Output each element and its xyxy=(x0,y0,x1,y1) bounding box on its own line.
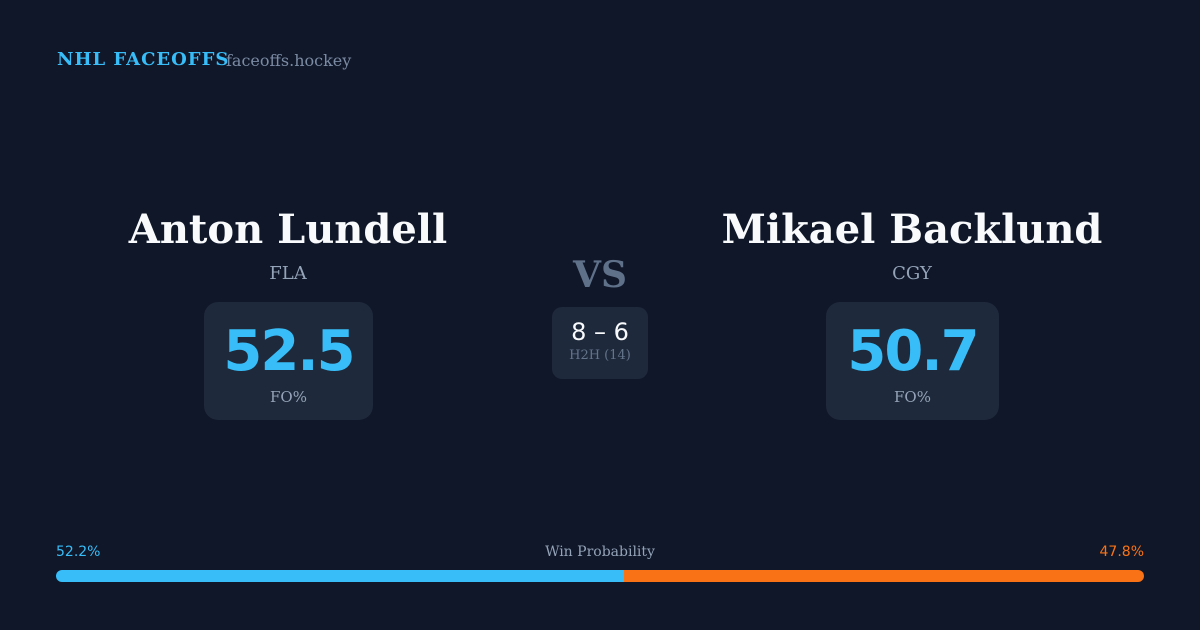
vs-label: VS xyxy=(573,254,627,296)
site-domain: faceoffs.hockey xyxy=(226,51,352,70)
left-player-team: FLA xyxy=(269,263,307,284)
right-probability-fill xyxy=(623,570,1144,582)
left-fo-card: 52.5 FO% xyxy=(204,302,373,420)
h2h-card: 8 – 6 H2H (14) xyxy=(552,307,648,379)
right-player-name: Mikael Backlund xyxy=(721,206,1103,253)
left-player: Anton Lundell FLA xyxy=(38,206,538,284)
h2h-label: H2H (14) xyxy=(569,348,631,363)
left-probability-fill xyxy=(56,570,624,582)
left-player-name: Anton Lundell xyxy=(128,206,448,253)
left-fo-label: FO% xyxy=(270,388,307,406)
h2h-score: 8 – 6 xyxy=(571,318,629,346)
right-fo-value: 50.7 xyxy=(847,319,979,384)
left-fo-value: 52.5 xyxy=(223,319,355,384)
right-fo-label: FO% xyxy=(894,388,931,406)
right-win-pct: 47.8% xyxy=(1099,544,1144,560)
right-player: Mikael Backlund CGY xyxy=(662,206,1162,284)
win-probability-label: Win Probability xyxy=(545,544,655,560)
win-probability-bar xyxy=(56,570,1144,582)
right-player-team: CGY xyxy=(892,263,932,284)
brand-title: NHL FACEOFFS xyxy=(57,49,230,70)
left-win-pct: 52.2% xyxy=(56,544,101,560)
right-fo-card: 50.7 FO% xyxy=(826,302,999,420)
